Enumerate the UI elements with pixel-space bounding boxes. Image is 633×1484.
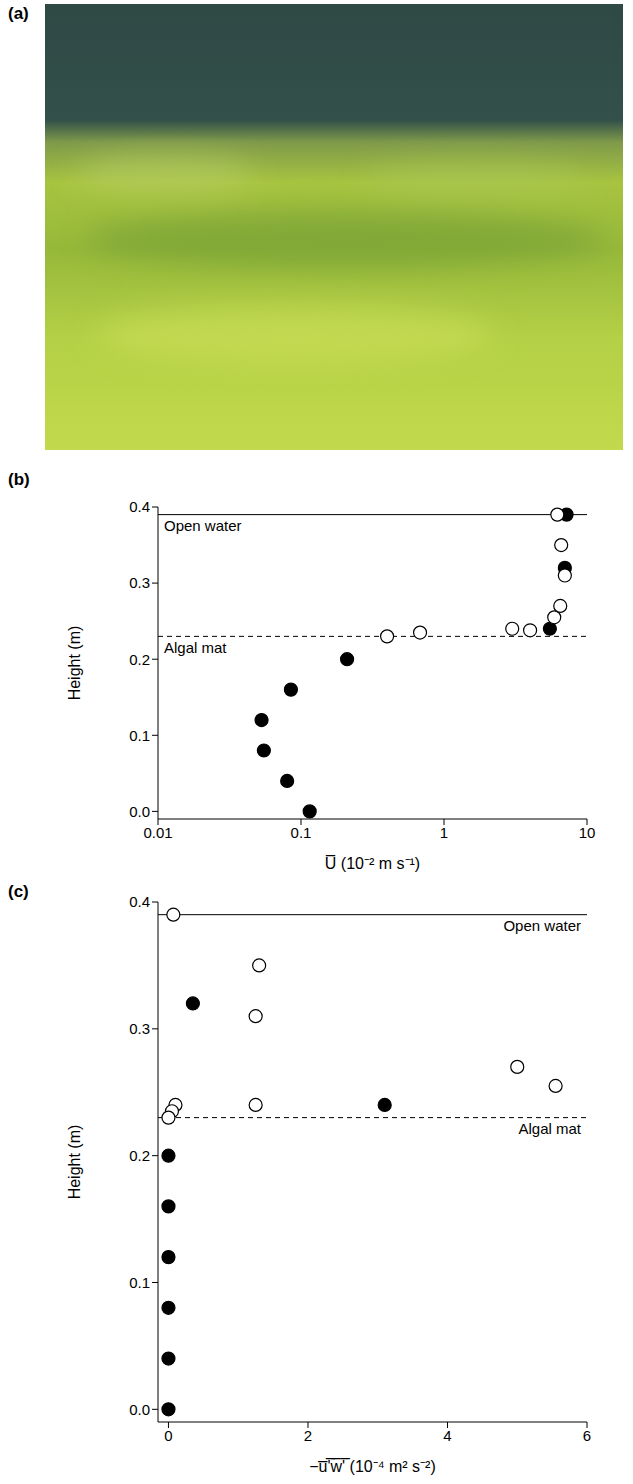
svg-text:10: 10	[579, 824, 596, 841]
svg-text:0.3: 0.3	[129, 574, 150, 591]
svg-text:0.4: 0.4	[129, 498, 150, 515]
svg-text:0.1: 0.1	[129, 1274, 150, 1291]
svg-text:0.4: 0.4	[129, 893, 150, 910]
svg-text:0.0: 0.0	[129, 1401, 150, 1418]
svg-text:−u̅'̅w̅'̅ (10⁻⁴ m² s⁻²): −u̅'̅w̅'̅ (10⁻⁴ m² s⁻²)	[309, 1458, 436, 1475]
svg-text:2: 2	[304, 1427, 312, 1444]
svg-text:U̅ (10⁻² m s⁻¹): U̅ (10⁻² m s⁻¹)	[325, 855, 420, 872]
svg-text:Algal mat: Algal mat	[518, 1120, 581, 1137]
svg-text:Algal mat: Algal mat	[164, 639, 227, 656]
html-text:(c): (c)	[8, 882, 29, 901]
svg-text:Height (m): Height (m)	[66, 1125, 83, 1200]
svg-text:0.0: 0.0	[129, 803, 150, 820]
svg-text:Open water: Open water	[164, 517, 242, 534]
svg-text:4: 4	[443, 1427, 451, 1444]
svg-text:0.3: 0.3	[129, 1020, 150, 1037]
svg-text:0.2: 0.2	[129, 1147, 150, 1164]
svg-text:0.1: 0.1	[291, 824, 312, 841]
svg-text:0.01: 0.01	[143, 824, 172, 841]
svg-text:6: 6	[583, 1427, 591, 1444]
html-text:(b): (b)	[8, 470, 30, 489]
svg-text:0.2: 0.2	[129, 651, 150, 668]
svg-text:Open water: Open water	[503, 917, 581, 934]
svg-text:1: 1	[440, 824, 448, 841]
svg-text:Height (m): Height (m)	[66, 626, 83, 701]
svg-text:0: 0	[164, 1427, 172, 1444]
svg-text:0.1: 0.1	[129, 727, 150, 744]
html-text:(a): (a)	[8, 4, 29, 23]
